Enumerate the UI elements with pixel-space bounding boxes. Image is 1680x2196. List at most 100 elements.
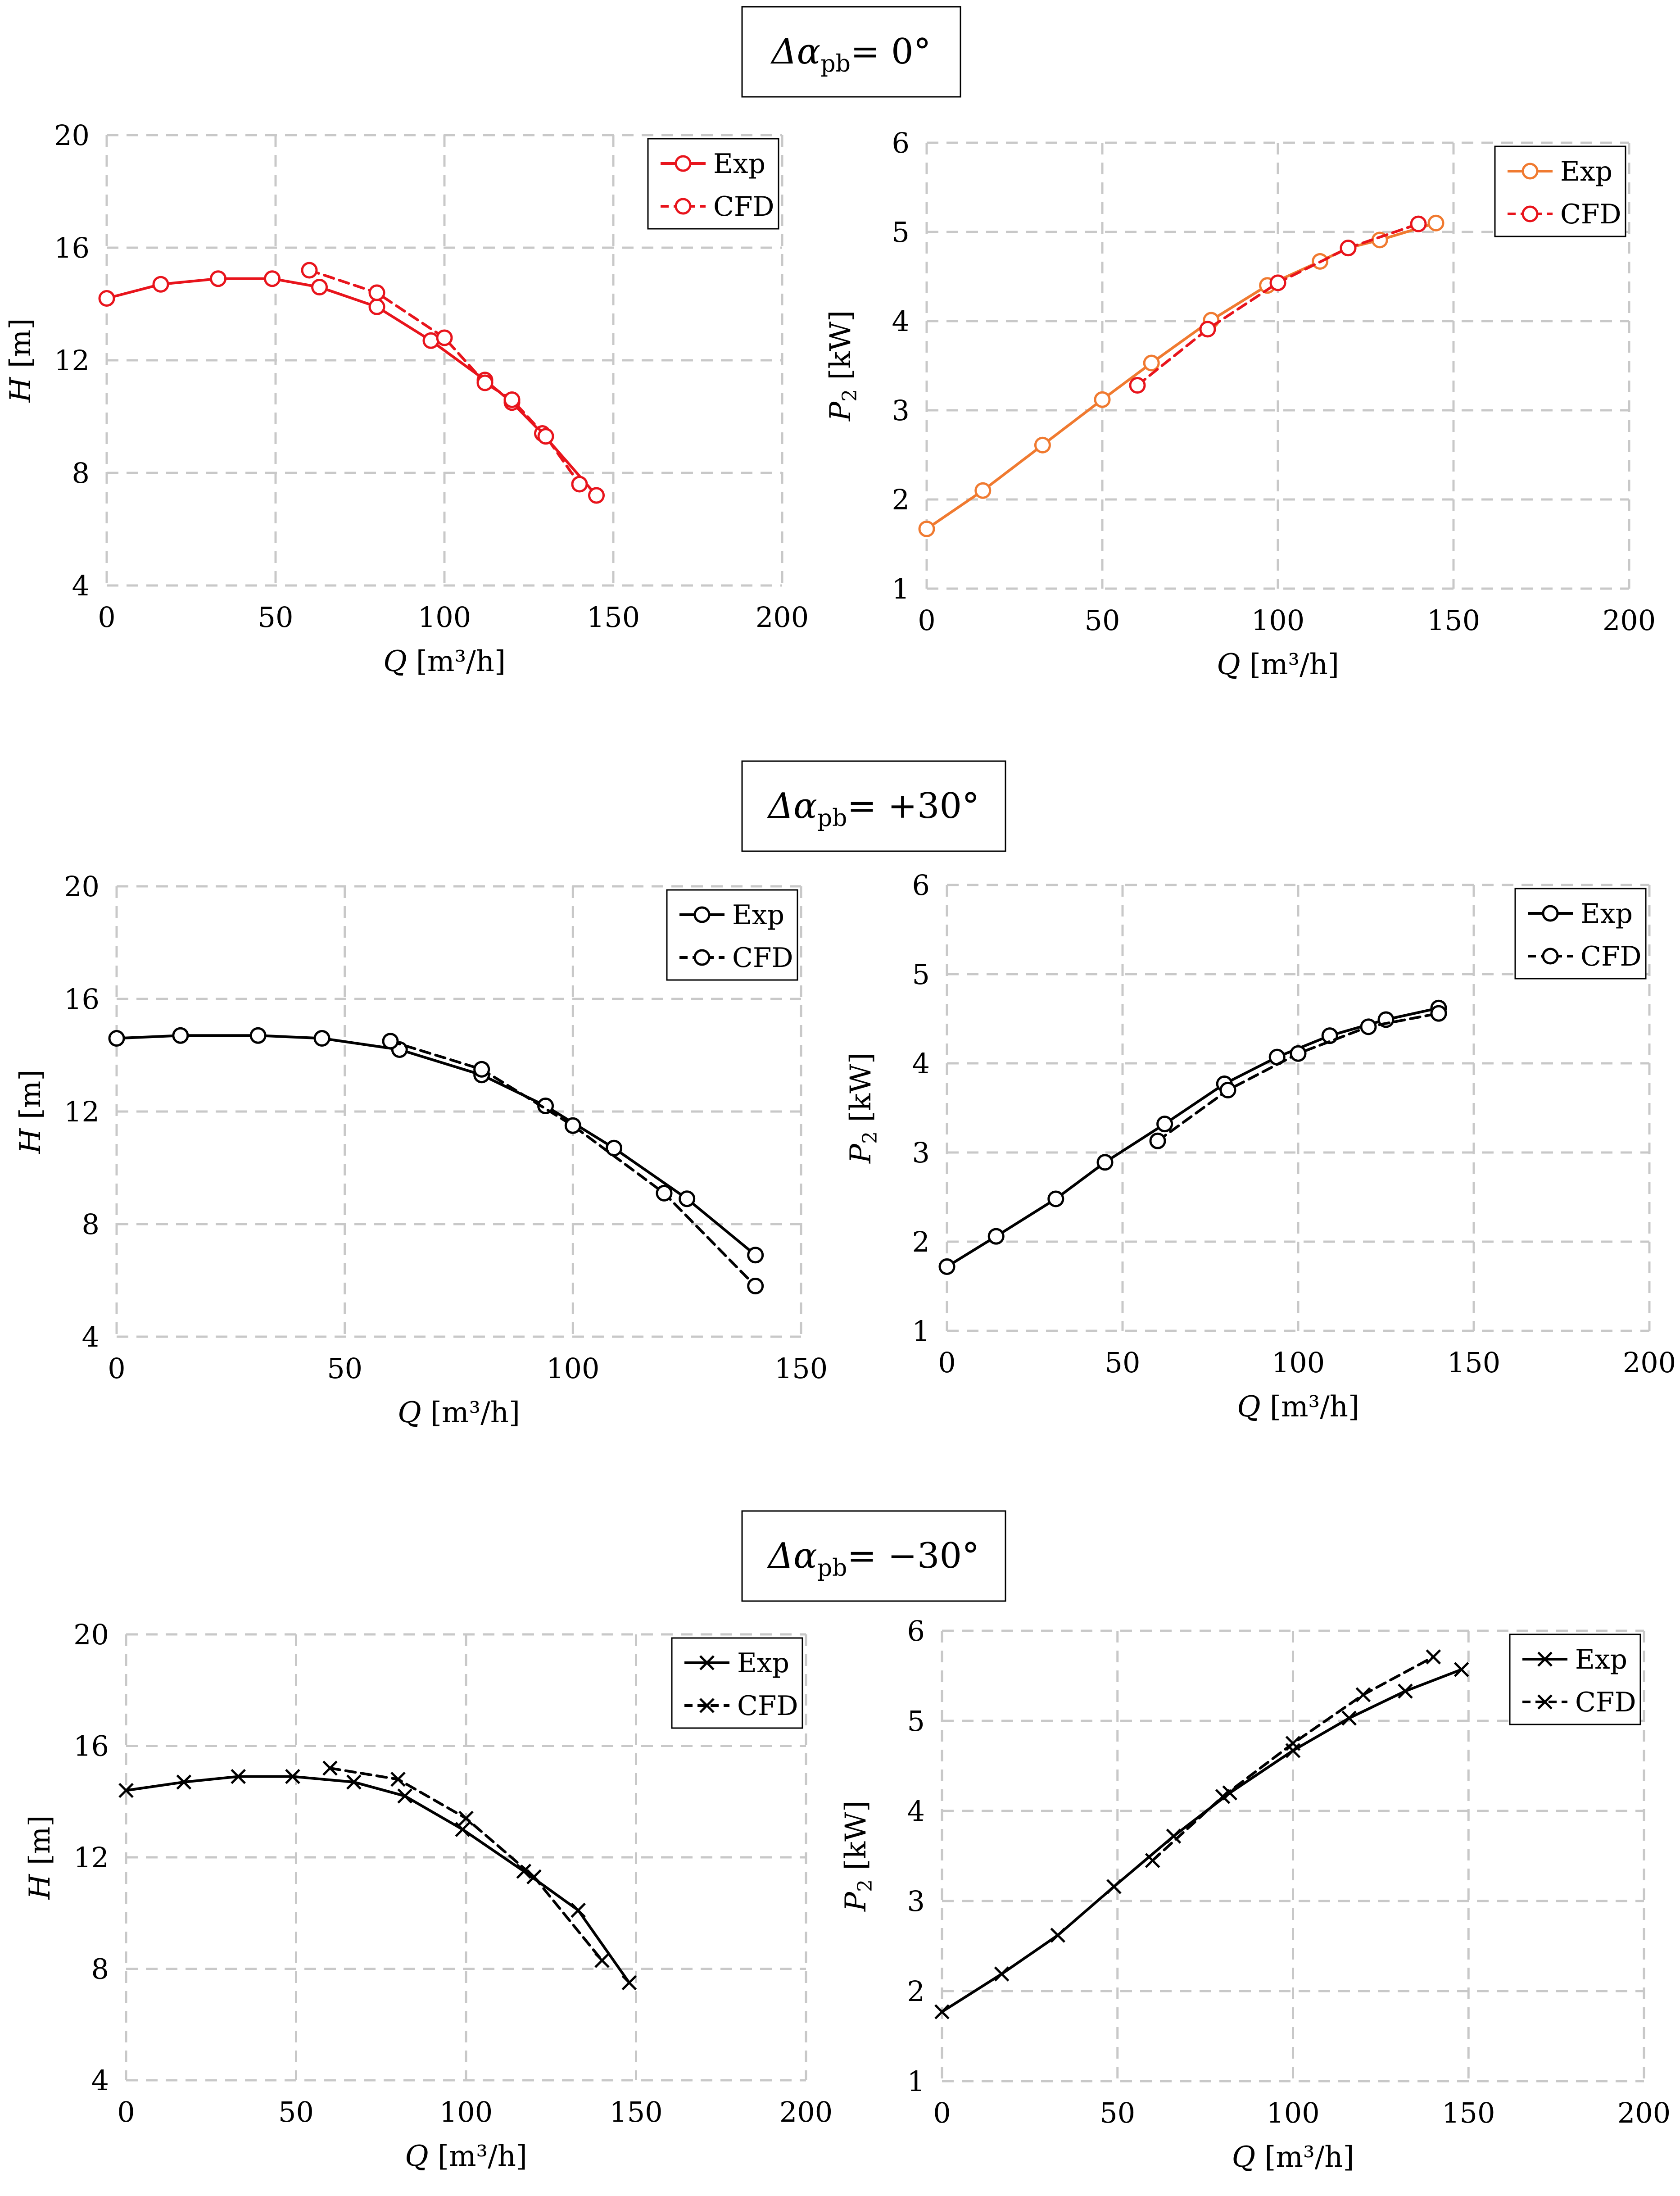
x-tick-label: 150	[587, 601, 640, 634]
legend: Exp CFD	[647, 138, 779, 230]
legend-box	[1509, 1633, 1641, 1725]
x-tick-label: 200	[756, 601, 809, 634]
series-cfd	[1149, 1005, 1447, 1149]
y-tick-label: 16	[73, 1730, 109, 1763]
data-point	[152, 276, 169, 293]
data-point	[1149, 1132, 1166, 1149]
data-point	[1290, 1045, 1307, 1062]
data-point	[476, 374, 494, 391]
data-point	[1219, 1081, 1236, 1098]
section-header-subscript: pb	[820, 50, 851, 77]
legend-label: CFD	[1575, 1687, 1636, 1718]
x-tick-label: 200	[1617, 2096, 1671, 2129]
y-tick-label: 8	[72, 457, 90, 490]
series-line-exp	[105, 277, 598, 497]
data-point	[588, 487, 605, 504]
y-tick-label: 6	[907, 1615, 925, 1647]
x-tick-label: 100	[1272, 1346, 1325, 1379]
data-point	[368, 284, 385, 301]
x-tick-label: 0	[933, 2096, 951, 2129]
data-point	[526, 1869, 542, 1885]
legend-item: CFD	[661, 191, 774, 222]
y-axis-unit: [m]	[4, 318, 37, 377]
y-tick-label: 6	[892, 127, 910, 159]
data-point	[503, 391, 521, 408]
data-point	[1106, 1879, 1122, 1894]
data-point	[564, 1117, 581, 1134]
data-point	[1355, 1687, 1371, 1702]
x-axis-unit: [m³/h]	[1255, 2141, 1354, 2174]
legend-label: Exp	[1580, 898, 1633, 930]
x-axis-label: Q [m³/h]	[398, 1396, 520, 1429]
section-header-symbol: Δα	[767, 786, 817, 826]
x-tick-labels: 0 50 100 150 200	[98, 601, 809, 634]
data-point	[1454, 1662, 1469, 1677]
legend-box	[1514, 888, 1647, 980]
data-point	[1094, 391, 1111, 408]
data-point	[1410, 215, 1427, 232]
data-point	[397, 1788, 412, 1804]
data-point	[1522, 163, 1539, 180]
legend: Exp CFD	[666, 889, 798, 981]
legend-item: CFD	[684, 1690, 798, 1722]
section-header-symbol: Δα	[770, 32, 820, 72]
y-tick-label: 2	[892, 483, 910, 516]
legend-label: Exp	[713, 148, 765, 180]
y-axis-label: P2 [kW]	[839, 1801, 877, 1912]
section-header-0: Δαpb= 0°	[741, 6, 961, 98]
section-header-label: Δαpb= +30°	[767, 786, 979, 832]
data-point	[934, 2004, 950, 2019]
x-tick-label: 0	[108, 1352, 125, 1385]
data-point	[422, 332, 439, 349]
data-point	[537, 428, 554, 445]
legend-item: CFD	[1528, 941, 1642, 972]
data-point	[693, 906, 711, 923]
x-axis-unit: [m³/h]	[407, 645, 506, 678]
x-axis-variable: Q	[1232, 2141, 1255, 2174]
legend-label: Exp	[732, 899, 784, 931]
y-axis-label: P2 [kW]	[844, 1053, 882, 1164]
y-tick-label: 3	[912, 1136, 930, 1169]
data-point	[699, 1698, 715, 1713]
legend-item: CFD	[679, 942, 793, 974]
y-tick-label: 20	[54, 119, 90, 152]
x-tick-label: 200	[779, 2096, 833, 2128]
data-point	[675, 198, 692, 215]
y-tick-labels: 1 2 3 4 5 6	[892, 127, 910, 605]
data-point	[118, 1783, 134, 1798]
x-tick-label: 50	[1105, 1346, 1141, 1379]
x-axis-label: Q [m³/h]	[383, 645, 506, 678]
y-tick-label: 5	[892, 216, 910, 249]
y-axis-unit: [m]	[14, 1070, 47, 1129]
y-tick-label: 5	[907, 1705, 925, 1738]
y-tick-label: 1	[907, 2065, 925, 2098]
y-tick-label: 3	[907, 1885, 925, 1918]
x-tick-labels: 0 50 100 150 200	[938, 1346, 1676, 1379]
series-line-exp	[925, 222, 1437, 531]
x-axis-variable: Q	[405, 2140, 428, 2173]
data-point	[1269, 274, 1286, 291]
data-point	[656, 1184, 673, 1202]
data-point	[1426, 1649, 1441, 1665]
data-point	[693, 949, 711, 966]
x-axis-variable: Q	[1217, 648, 1240, 681]
legend-label: Exp	[1575, 1644, 1627, 1675]
y-tick-labels: 1 2 3 4 5 6	[907, 1615, 925, 2098]
data-point	[1522, 205, 1539, 222]
x-tick-label: 0	[938, 1346, 955, 1379]
x-tick-label: 0	[117, 2096, 135, 2128]
legend-label: Exp	[1560, 156, 1612, 187]
data-point	[249, 1027, 267, 1044]
section-header-value: = −30°	[847, 1536, 979, 1576]
data-point	[1222, 1785, 1237, 1801]
data-point	[1096, 1154, 1114, 1171]
y-tick-labels: 4 8 12 16 20	[73, 1618, 109, 2097]
legend: Exp CFD	[671, 1637, 803, 1729]
x-tick-label: 0	[98, 601, 115, 634]
data-point	[571, 476, 588, 493]
x-axis-variable: Q	[383, 645, 407, 678]
data-point	[987, 1228, 1005, 1245]
x-tick-label: 100	[546, 1352, 599, 1385]
y-tick-label: 8	[91, 1953, 109, 1986]
